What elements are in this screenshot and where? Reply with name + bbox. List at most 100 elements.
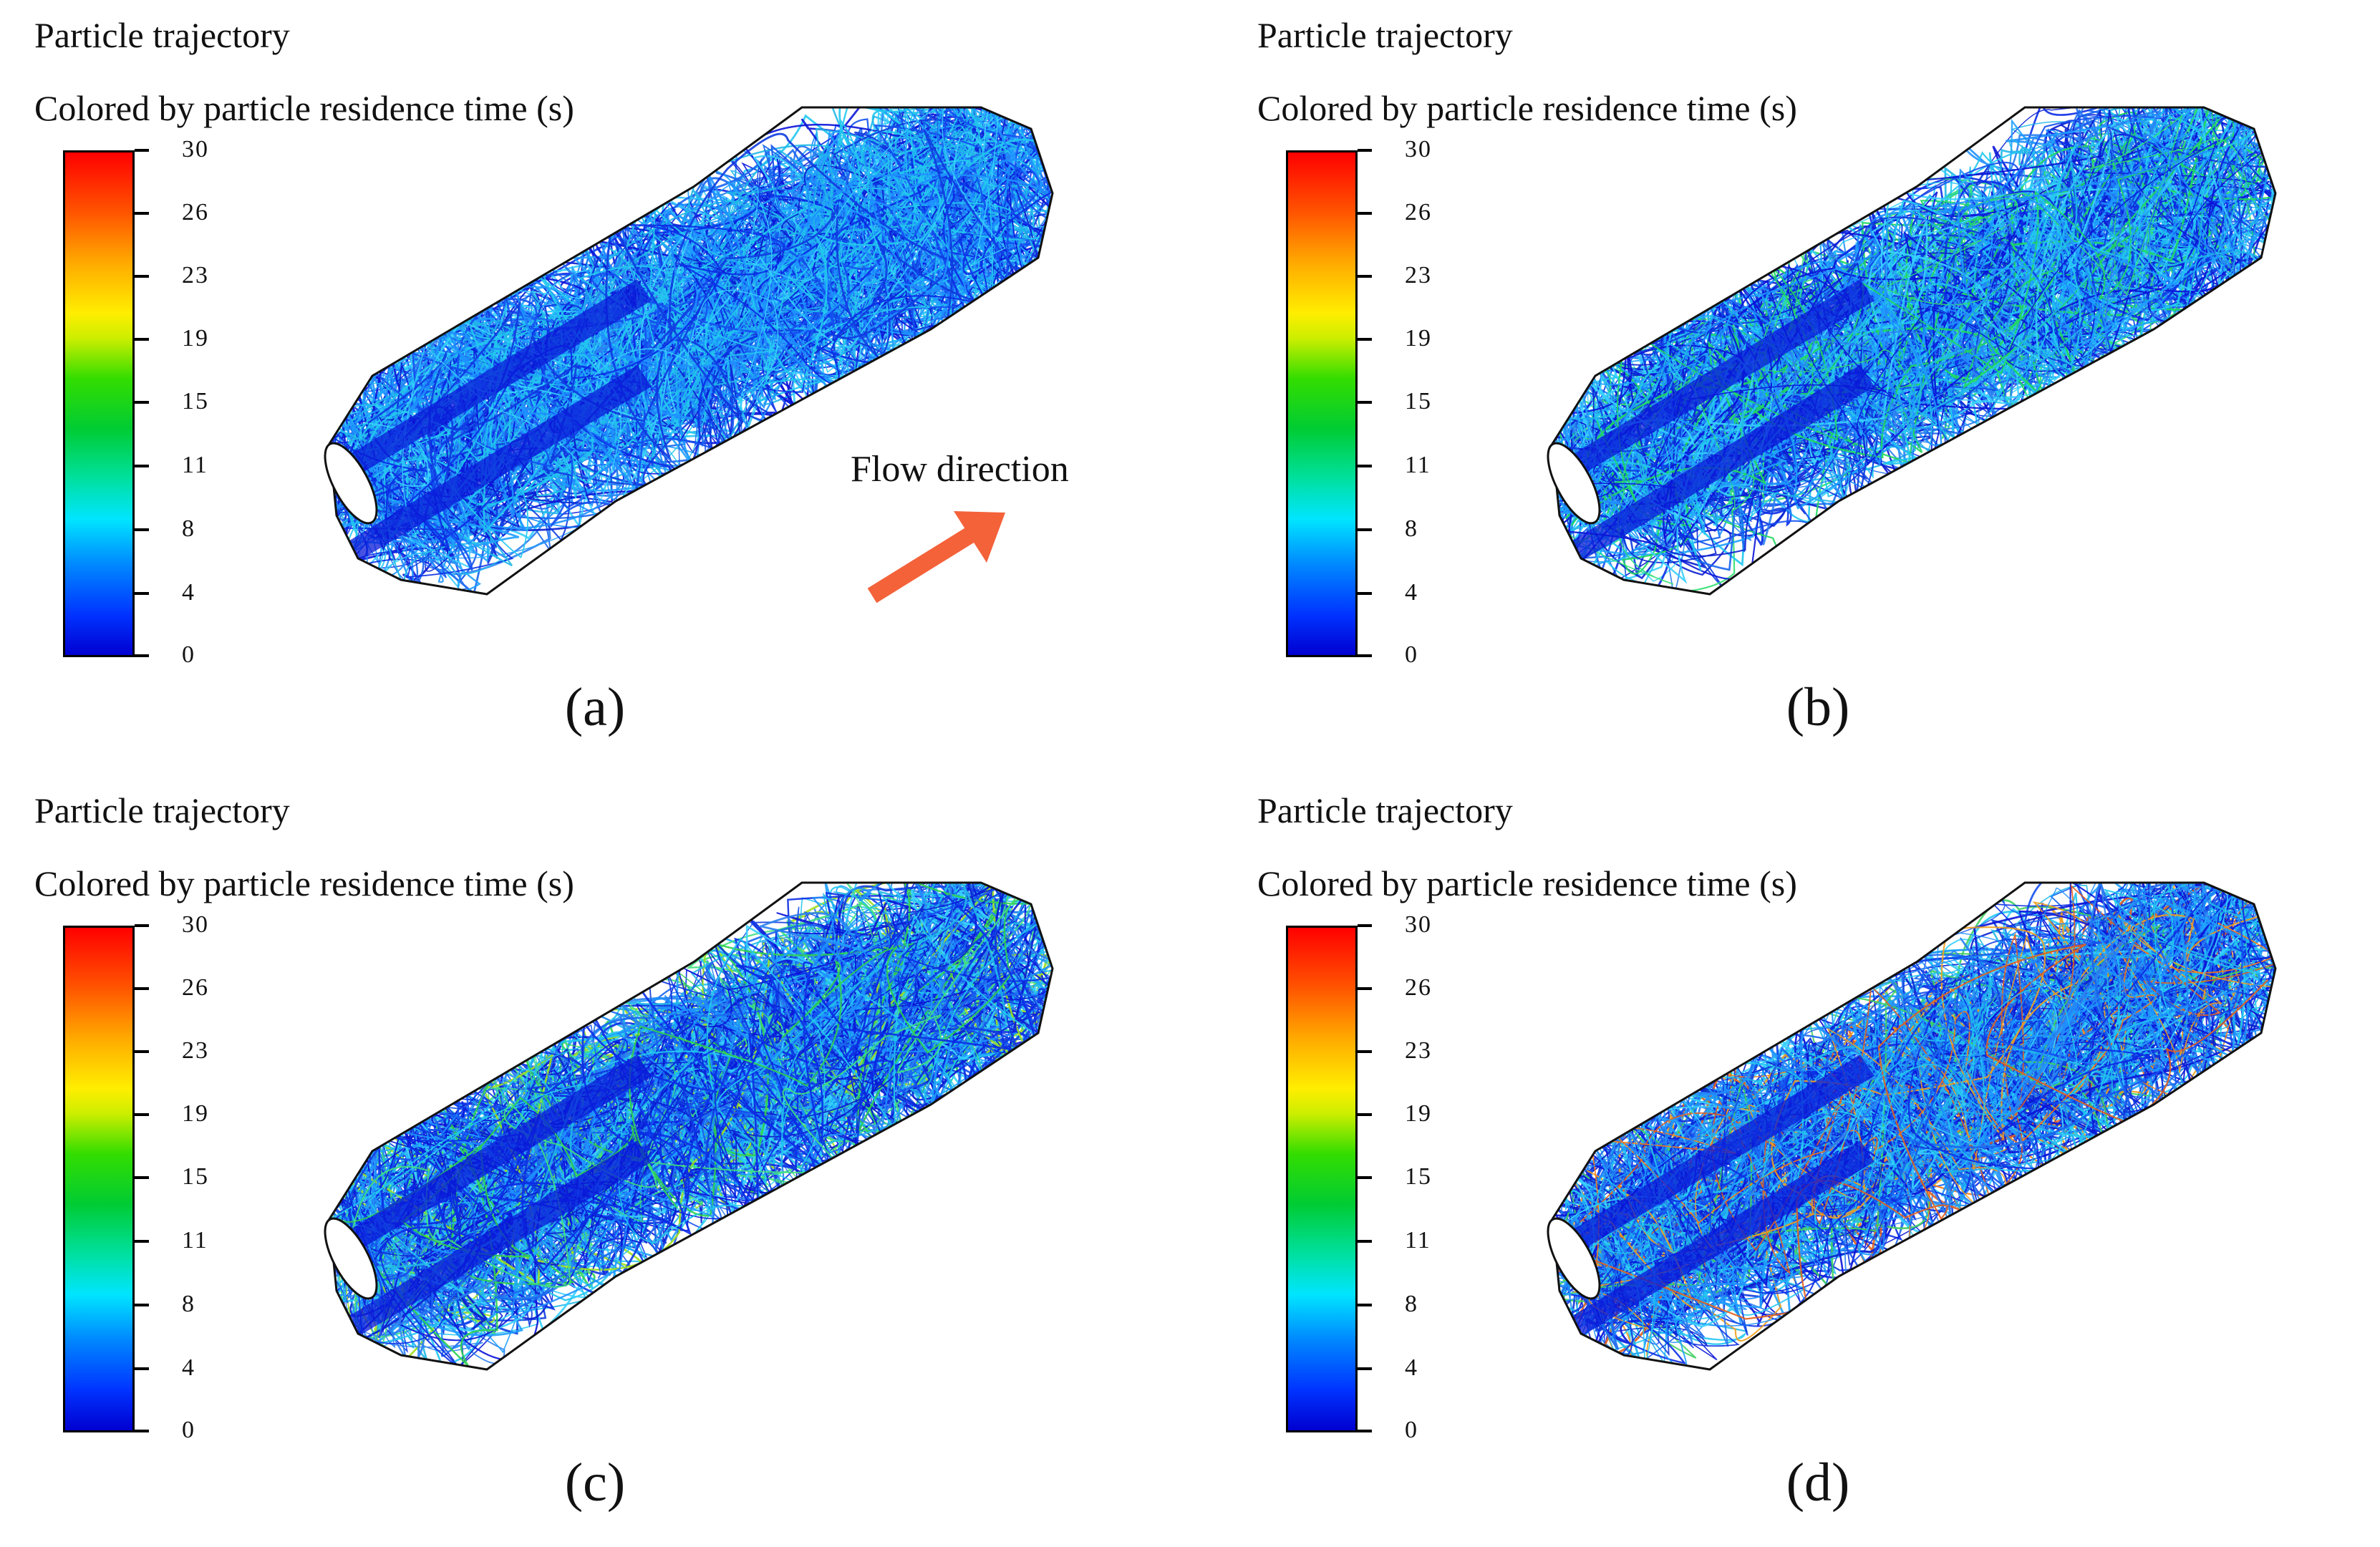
particle-trajectory (359, 107, 1022, 534)
tick-label: 26 (182, 974, 209, 1001)
particle-trajectory (1611, 916, 2219, 1267)
particle-trajectory (1567, 175, 2268, 530)
trajectory-plot (324, 106, 1054, 596)
tick-label: 23 (182, 262, 209, 288)
panel-title: Particle trajectory (1257, 15, 1513, 55)
panel-subtitle: Colored by particle residence time (s) (1257, 88, 1797, 128)
reactor-outline (1551, 106, 2277, 596)
trajectory-lines (329, 107, 1053, 594)
particle-trajectory (1574, 130, 2236, 491)
panel-subtitle: Colored by particle residence time (s) (34, 88, 574, 128)
particle-trajectory (382, 883, 1051, 1335)
inlet-jet (1567, 1140, 1875, 1341)
panel-caption: (c) (564, 1453, 626, 1513)
particle-trajectory (1573, 107, 2253, 474)
colorbar-ticks: 30 26 23 19 15 11 8 4 0 (1358, 913, 1458, 1442)
tick-label: 11 (182, 452, 208, 478)
particle-trajectory (329, 173, 1053, 522)
particle-trajectory (335, 942, 1053, 1369)
inlet-jet (344, 1140, 652, 1341)
colorbar (63, 150, 135, 657)
inlet-jet (344, 1054, 652, 1255)
panel-a: Particle trajectory Colored by particle … (0, 0, 1190, 772)
tick-label: 30 (182, 911, 209, 938)
tick-label: 8 (1405, 1291, 1418, 1317)
panel-d: Particle trajectory Colored by particle … (1223, 775, 2380, 1547)
tick-label: 23 (182, 1037, 209, 1064)
particle-trajectory (354, 883, 1053, 1314)
particle-trajectory (385, 160, 1040, 528)
tick-label: 26 (1405, 199, 1432, 225)
tick-label: 4 (182, 1354, 195, 1381)
panel-title: Particle trajectory (34, 15, 290, 55)
panel-title: Particle trajectory (34, 790, 290, 830)
particle-trajectory (1589, 922, 2275, 1274)
particle-trajectory (1562, 900, 2275, 1299)
tick-label: 15 (1405, 1163, 1432, 1190)
reactor-outline (328, 881, 1054, 1371)
tick-label: 15 (182, 1163, 209, 1190)
inlet-jet (1567, 1054, 1875, 1255)
particle-trajectory (1603, 883, 2275, 1287)
particle-trajectory (374, 107, 1053, 462)
tick-label: 0 (182, 641, 195, 668)
particle-trajectory (1584, 107, 2221, 528)
particle-trajectory (1578, 133, 2275, 540)
panel-caption: (a) (564, 677, 626, 737)
tick-label: 11 (1405, 452, 1431, 478)
particle-trajectory (1555, 944, 2269, 1320)
tick-label: 8 (182, 1291, 195, 1317)
particle-trajectory (1552, 145, 2275, 555)
panel-subtitle: Colored by particle residence time (s) (34, 863, 574, 903)
tick-label: 8 (1405, 515, 1418, 542)
colorbar-ticks: 30 26 23 19 15 11 8 4 0 (1358, 137, 1458, 667)
particle-trajectory (329, 107, 1030, 554)
tick-label: 19 (1405, 325, 1432, 351)
particle-trajectory (1552, 226, 2275, 489)
tick-label: 0 (182, 1417, 195, 1443)
tick-label: 11 (182, 1227, 208, 1253)
tick-label: 19 (182, 1100, 209, 1127)
inlet-jet (344, 279, 652, 480)
particle-trajectory (1588, 883, 2210, 1345)
panel-b: Particle trajectory Colored by particle … (1223, 0, 2380, 772)
tick-label: 30 (1405, 136, 1432, 163)
colorbar-ticks: 30 26 23 19 15 11 8 4 0 (135, 137, 235, 667)
particle-trajectory (381, 107, 1053, 571)
colorbar (1286, 150, 1358, 657)
tick-label: 4 (1405, 579, 1418, 606)
particle-trajectory (1564, 162, 2266, 477)
inlet-jet (1567, 365, 1875, 566)
trajectory-lines (1552, 107, 2275, 594)
particle-trajectory (344, 883, 933, 1274)
panel-caption: (d) (1786, 1453, 1850, 1513)
particle-trajectory (1562, 883, 2256, 1364)
flow-direction-label: Flow direction (851, 449, 1069, 490)
colorbar (63, 926, 135, 1432)
particle-trajectory (348, 138, 1053, 539)
particle-trajectory (1562, 114, 2248, 585)
particle-trajectory (339, 915, 1019, 1279)
tick-label: 4 (182, 579, 195, 606)
tick-label: 26 (1405, 974, 1432, 1001)
tick-label: 26 (182, 199, 209, 225)
tick-label: 19 (182, 325, 209, 351)
particle-trajectory (332, 107, 1048, 511)
particle-trajectory (1567, 883, 2229, 1222)
trajectory-lines (1552, 883, 2275, 1369)
particle-trajectory (1552, 983, 2236, 1311)
trajectory-plot (1547, 106, 2277, 596)
tick-label: 30 (1405, 911, 1432, 938)
particle-trajectory (1552, 893, 2175, 1287)
reactor-outline (328, 106, 1054, 596)
particle-trajectory (1605, 883, 2275, 1288)
tick-label: 4 (1405, 1354, 1418, 1381)
panel-title: Particle trajectory (1257, 790, 1513, 830)
tick-label: 23 (1405, 1037, 1432, 1064)
tick-label: 15 (182, 388, 209, 414)
tick-label: 19 (1405, 1100, 1432, 1127)
trajectory-plot (1547, 881, 2277, 1371)
tick-label: 11 (1405, 1227, 1431, 1253)
particle-trajectory (344, 107, 1005, 473)
particle-trajectory (1595, 109, 2275, 557)
